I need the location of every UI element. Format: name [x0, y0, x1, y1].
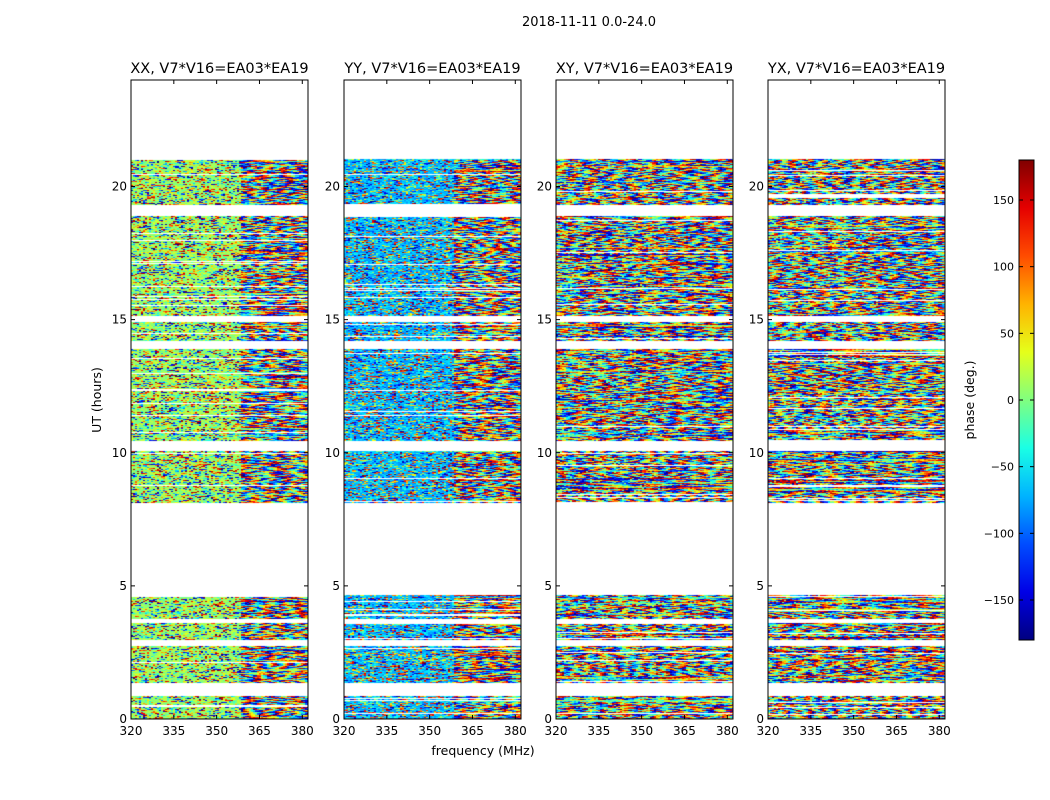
x-tick-label: 380 [504, 724, 527, 738]
y-tick-label: 10 [325, 446, 340, 460]
y-tick-label: 0 [119, 712, 127, 726]
phase-heatmap [344, 80, 521, 719]
colorbar-tick-label: −100 [984, 527, 1014, 540]
x-tick-label: 365 [461, 724, 484, 738]
y-tick-label: 0 [544, 712, 552, 726]
y-tick-label: 0 [756, 712, 764, 726]
x-tick-label: 365 [248, 724, 271, 738]
colorbar-tick-label: −150 [984, 594, 1014, 607]
phase-heatmap [556, 80, 733, 719]
axes-frame [130, 79, 309, 720]
x-tick-label: 320 [333, 724, 356, 738]
x-tick-label: 365 [673, 724, 696, 738]
x-tick-label: 350 [205, 724, 228, 738]
y-tick-label: 5 [332, 579, 340, 593]
colorbar: 150 100 50 0 −50 −100 −150 [984, 159, 1035, 641]
y-tick-label: 5 [544, 579, 552, 593]
y-tick-label: 0 [332, 712, 340, 726]
y-tick-label: 5 [756, 579, 764, 593]
panel-title: YY, V7*V16=EA03*EA19 [343, 61, 520, 77]
x-tick-label: 350 [630, 724, 653, 738]
colorbar-tick-label: 50 [1000, 327, 1014, 340]
x-tick-label: 335 [375, 724, 398, 738]
panel-yx: YX, V7*V16=EA03*EA19 320 335 350 365 380 0 5 10 1… [749, 61, 951, 738]
axes-frame [555, 79, 734, 720]
x-tick-label: 320 [545, 724, 568, 738]
x-tick-label: 350 [842, 724, 865, 738]
phase-heatmap [768, 80, 945, 719]
panel-xx: XX, V7*V16=EA03*EA19 320 335 350 365 380 0 5 10 1… [112, 61, 314, 738]
x-tick-label: 335 [799, 724, 822, 738]
panel-title: YX, V7*V16=EA03*EA19 [767, 61, 945, 77]
colorbar-label: phase (deg.) [962, 361, 977, 440]
y-tick-label: 20 [537, 180, 552, 194]
x-tick-label: 335 [587, 724, 610, 738]
x-tick-label: 380 [716, 724, 739, 738]
axes-frame [767, 79, 946, 720]
y-tick-label: 10 [112, 446, 127, 460]
axes-frame [343, 79, 522, 720]
y-tick-label: 20 [325, 180, 340, 194]
y-tick-label: 15 [749, 313, 764, 327]
y-tick-label: 15 [325, 313, 340, 327]
y-tick-label: 10 [749, 446, 764, 460]
x-axis-label: frequency (MHz) [431, 743, 534, 758]
x-tick-label: 380 [928, 724, 951, 738]
figure-suptitle: 2018-11-11 0.0-24.0 [522, 15, 656, 30]
y-tick-label: 15 [112, 313, 127, 327]
y-tick-label: 20 [749, 180, 764, 194]
y-tick-label: 15 [537, 313, 552, 327]
phase-heatmap [131, 80, 308, 719]
x-tick-label: 320 [757, 724, 780, 738]
panel-xy: XY, V7*V16=EA03*EA19 320 335 350 365 380 0 5 10 1… [537, 61, 739, 738]
colorbar-tick-label: 150 [993, 194, 1014, 207]
panel-yy: YY, V7*V16=EA03*EA19 320 335 350 365 380 0 5 10 1… [325, 61, 527, 738]
x-tick-label: 320 [120, 724, 143, 738]
y-tick-label: 5 [119, 579, 127, 593]
colorbar-tick-label: 100 [993, 261, 1014, 274]
y-tick-label: 20 [112, 180, 127, 194]
x-tick-label: 335 [162, 724, 185, 738]
panel-title: XY, V7*V16=EA03*EA19 [556, 61, 733, 77]
panels-group: XX, V7*V16=EA03*EA19 320 335 350 365 380 0 5 10 1… [112, 61, 951, 738]
x-tick-label: 380 [291, 724, 314, 738]
x-tick-label: 350 [418, 724, 441, 738]
y-axis-label: UT (hours) [89, 367, 104, 433]
colorbar-tick-label: −50 [991, 461, 1014, 474]
panel-title: XX, V7*V16=EA03*EA19 [130, 61, 308, 77]
colorbar-tick-label: 0 [1007, 394, 1014, 407]
x-tick-label: 365 [885, 724, 908, 738]
y-tick-label: 10 [537, 446, 552, 460]
